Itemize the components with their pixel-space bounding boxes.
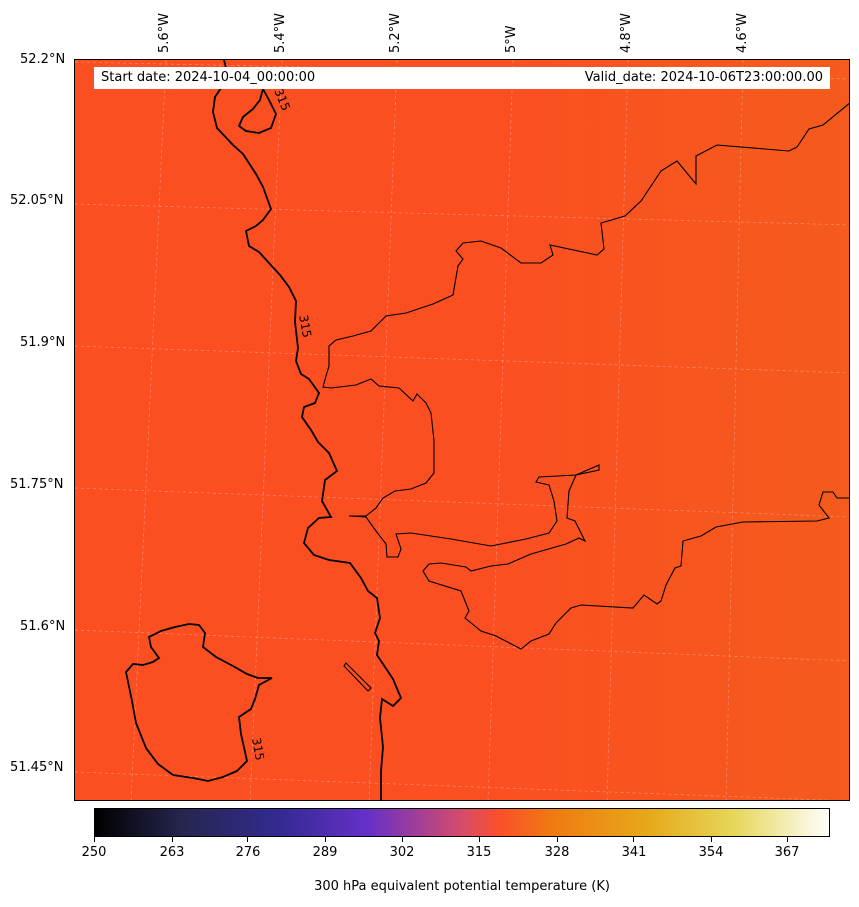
- lon-label-5-4w: 5.4°W: [273, 12, 288, 53]
- map-canvas: 315 315 315: [75, 60, 849, 800]
- contour-label-bottom: 315: [249, 737, 267, 762]
- colorbar-tick: [247, 837, 248, 842]
- coastline: [322, 102, 849, 692]
- contour-label-mid: 315: [296, 314, 314, 339]
- lat-label-51-6: 51.6°N: [20, 619, 66, 634]
- start-date-text: Start date: 2024-10-04_00:00:00: [101, 70, 316, 85]
- colorbar-tick: [479, 837, 480, 842]
- lat-label-51-45: 51.45°N: [10, 760, 64, 775]
- lon-label-4-8w: 4.8°W: [619, 12, 634, 53]
- lat-label-52-05: 52.05°N: [10, 193, 64, 208]
- map-panel: 315 315 315: [74, 59, 850, 801]
- colorbar-tick: [633, 837, 634, 842]
- contour-315: [125, 60, 403, 800]
- date-info-bar: Start date: 2024-10-04_00:00:00 Valid_da…: [94, 67, 830, 89]
- colorbar-label-263: 263: [159, 845, 185, 860]
- lon-label-4-6w: 4.6°W: [735, 12, 750, 53]
- colorbar-tick: [402, 837, 403, 842]
- colorbar-label-367: 367: [774, 845, 800, 860]
- lon-label-5-6w: 5.6°W: [157, 12, 172, 53]
- colorbar-label-302: 302: [389, 845, 415, 860]
- graticule: [75, 60, 849, 800]
- colorbar-label-250: 250: [81, 845, 107, 860]
- lon-label-5-2w: 5.2°W: [388, 12, 403, 53]
- colorbar-tick: [94, 837, 95, 842]
- temperature-field: [75, 60, 849, 800]
- lon-label-5w: 5°W: [504, 25, 519, 53]
- colorbar-label-276: 276: [235, 845, 261, 860]
- colorbar-label-289: 289: [312, 845, 338, 860]
- colorbar-label-328: 328: [544, 845, 570, 860]
- lat-label-52-2: 52.2°N: [20, 52, 66, 67]
- colorbar-label-354: 354: [698, 845, 724, 860]
- colorbar-tick: [787, 837, 788, 842]
- colorbar-label-315: 315: [466, 845, 492, 860]
- lat-label-51-75: 51.75°N: [10, 477, 64, 492]
- colorbar-title: 300 hPa equivalent potential temperature…: [314, 879, 610, 894]
- colorbar-tick: [325, 837, 326, 842]
- colorbar-tick: [711, 837, 712, 842]
- colorbar: [94, 808, 830, 837]
- colorbar-label-341: 341: [621, 845, 647, 860]
- colorbar-tick: [172, 837, 173, 842]
- colorbar-tick: [557, 837, 558, 842]
- lat-label-51-9: 51.9°N: [20, 335, 66, 350]
- valid-date-text: Valid_date: 2024-10-06T23:00:00.00: [584, 70, 823, 85]
